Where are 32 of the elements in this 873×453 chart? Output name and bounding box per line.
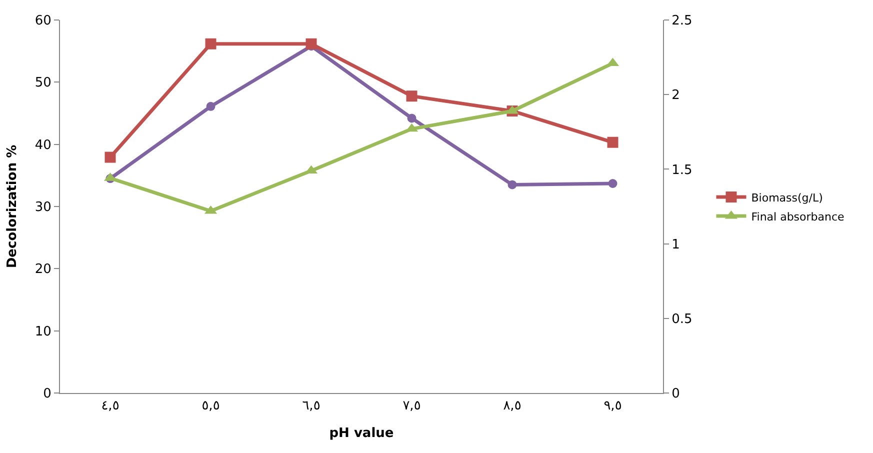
y2-tick-label: 2.5 bbox=[672, 14, 692, 29]
point bbox=[306, 38, 317, 50]
y2-tick-label: 1 bbox=[672, 237, 680, 252]
x-tick-label: ٨,٥ bbox=[503, 398, 522, 414]
y-tick-label: 30 bbox=[34, 200, 52, 216]
y-tick-label: 0 bbox=[43, 386, 52, 402]
y-tick-label: 10 bbox=[34, 324, 52, 340]
point bbox=[407, 114, 416, 123]
x-axis-title: pH value bbox=[329, 426, 394, 442]
point bbox=[205, 38, 216, 50]
y-tick-label: 60 bbox=[34, 14, 52, 29]
point bbox=[607, 136, 618, 148]
x-tick-label: ٧,٥ bbox=[402, 398, 421, 414]
y2-tick-label: 0.5 bbox=[672, 312, 692, 327]
x-tick-label: ٩,٥ bbox=[604, 398, 622, 414]
y2-tick-label: 1.5 bbox=[672, 162, 692, 178]
point bbox=[104, 152, 116, 163]
point bbox=[608, 179, 618, 188]
x-tick-label: ٥,٥ bbox=[202, 398, 220, 414]
legend-label: Biomass(g/L) bbox=[751, 191, 823, 204]
point bbox=[206, 102, 216, 111]
y-tick-label: 40 bbox=[34, 138, 52, 153]
x-tick-label: ٦,٥ bbox=[302, 398, 320, 414]
point bbox=[508, 180, 517, 190]
y-tick-label: 50 bbox=[34, 76, 52, 91]
y2-tick-label: 0 bbox=[672, 386, 680, 402]
x-tick-label: ٤,٥ bbox=[101, 398, 120, 414]
y2-tick-label: 2 bbox=[672, 88, 680, 104]
legend-label: Final absorbance bbox=[751, 210, 845, 224]
y-axis-title: Decolorization % bbox=[4, 144, 20, 268]
point bbox=[406, 90, 418, 102]
y-tick-label: 20 bbox=[34, 262, 52, 278]
